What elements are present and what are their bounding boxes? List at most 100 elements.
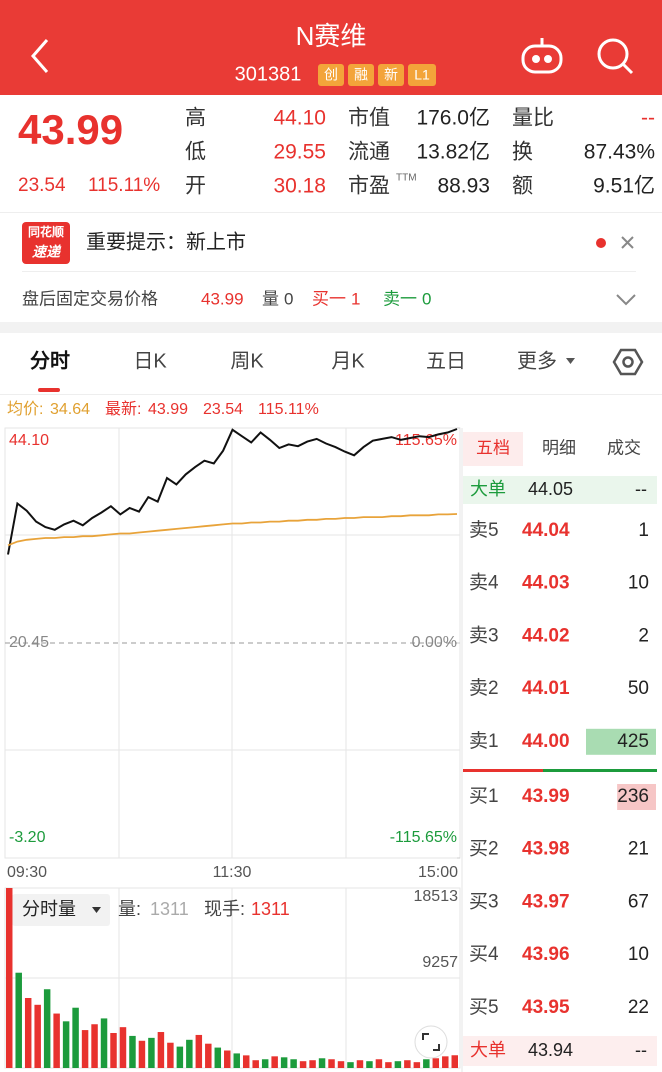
volume-selector[interactable] bbox=[12, 894, 110, 926]
book-label: 卖4 bbox=[469, 572, 499, 594]
stat-label: 市值 bbox=[348, 107, 390, 130]
stat-label: 量比 bbox=[512, 107, 554, 130]
notice-logo bbox=[22, 222, 70, 264]
y-tick-label: -3.20 bbox=[9, 829, 46, 846]
tab[interactable]: 更多 bbox=[517, 349, 557, 372]
divider bbox=[0, 394, 662, 395]
volume-bar bbox=[157, 1032, 165, 1068]
y-tick-label: 44.10 bbox=[9, 432, 49, 449]
volume-bar bbox=[34, 1004, 41, 1068]
book-price: 43.96 bbox=[522, 944, 570, 965]
volume-bar bbox=[356, 1060, 364, 1068]
volume-bar bbox=[119, 1027, 127, 1068]
book-volume: 10 bbox=[628, 573, 649, 594]
expand-button[interactable] bbox=[616, 294, 636, 306]
divider bbox=[0, 212, 662, 213]
book-volume: 1 bbox=[638, 520, 649, 541]
notice-text[interactable]: 重要提示：新上市 bbox=[86, 230, 246, 253]
tag-bg bbox=[318, 64, 344, 86]
volume-bar bbox=[195, 1034, 203, 1068]
book-volume: 425 bbox=[617, 731, 649, 752]
stat-value: 88.93 bbox=[437, 175, 490, 198]
x-tick-label: 11:30 bbox=[213, 864, 252, 881]
volume-bar bbox=[186, 1039, 193, 1068]
active-tab-bg bbox=[463, 432, 523, 466]
volume-bar bbox=[309, 1060, 316, 1068]
volume-bar bbox=[347, 1062, 354, 1068]
after-hours-item-value: 0 bbox=[422, 289, 431, 308]
tag-bg bbox=[378, 64, 404, 86]
big-order-volume: -- bbox=[635, 1040, 647, 1060]
volume-bar bbox=[423, 1059, 430, 1068]
after-hours-price: 43.99 bbox=[201, 289, 244, 308]
volume-bar bbox=[432, 1058, 440, 1068]
volume-bar bbox=[167, 1042, 174, 1068]
info-value: 43.99 bbox=[148, 401, 188, 418]
volume-info-value: 1311 bbox=[150, 899, 189, 919]
book-divider bbox=[543, 769, 657, 772]
fullscreen-button[interactable] bbox=[414, 1025, 448, 1059]
volume-bar bbox=[318, 1058, 326, 1068]
book-volume: 10 bbox=[628, 944, 649, 965]
volume-bar bbox=[404, 1060, 411, 1068]
title: N赛维 bbox=[296, 21, 367, 51]
volume-info-value: 1311 bbox=[251, 899, 290, 919]
tag: 新 bbox=[384, 67, 398, 83]
volume-bar bbox=[43, 989, 51, 1068]
x-tick-label: 15:00 bbox=[418, 864, 458, 881]
stat-label: 额 bbox=[512, 175, 533, 198]
tag: 创 bbox=[324, 67, 338, 83]
book-tab[interactable]: 明细 bbox=[542, 438, 576, 457]
volume-bar bbox=[366, 1061, 373, 1068]
tag-bg bbox=[348, 64, 374, 86]
info-label: 均价: bbox=[7, 400, 43, 418]
after-hours-item-value: 1 bbox=[351, 289, 360, 308]
volume-bar bbox=[271, 1056, 278, 1068]
stat-sup: TTM bbox=[396, 173, 417, 184]
volume-bar bbox=[280, 1057, 288, 1068]
tab[interactable]: 五日 bbox=[426, 350, 466, 372]
tab[interactable]: 周K bbox=[230, 350, 264, 372]
book-label: 买3 bbox=[469, 891, 499, 912]
dropdown-arrow bbox=[92, 907, 101, 913]
volume-bar bbox=[129, 1035, 136, 1068]
settings-icon[interactable] bbox=[612, 348, 644, 376]
volume-bar bbox=[252, 1060, 259, 1068]
close-button[interactable] bbox=[621, 236, 634, 249]
book-volume: 50 bbox=[628, 678, 649, 699]
volume-bar bbox=[15, 972, 22, 1068]
tab[interactable]: 月K bbox=[331, 350, 365, 372]
search-icon[interactable] bbox=[597, 38, 634, 75]
volume-bar bbox=[53, 1013, 60, 1068]
stat-label: 流通 bbox=[348, 141, 390, 164]
stat-value: 30.18 bbox=[273, 175, 326, 198]
price: 43.99 bbox=[18, 106, 123, 153]
volume-bar bbox=[299, 1061, 307, 1068]
book-label: 卖5 bbox=[469, 519, 499, 541]
after-hours-item-label: 卖一 bbox=[383, 289, 417, 308]
tab-indicator bbox=[38, 388, 60, 392]
book-price: 44.02 bbox=[522, 625, 570, 646]
volume-bar bbox=[394, 1061, 402, 1068]
change-pct: 115.11% bbox=[88, 175, 160, 196]
volume-bar bbox=[24, 997, 32, 1068]
tag-bg bbox=[408, 64, 436, 86]
y2-tick-label: 0.00% bbox=[412, 634, 457, 651]
volume-title: 分时量 bbox=[22, 899, 76, 919]
back-button[interactable] bbox=[31, 39, 49, 73]
separator bbox=[0, 322, 662, 333]
book-price: 43.98 bbox=[522, 839, 570, 860]
y2-tick-label: -115.65% bbox=[390, 829, 457, 846]
price-line bbox=[7, 428, 458, 555]
book-tab[interactable]: 成交 bbox=[607, 438, 641, 457]
tab[interactable]: 日K bbox=[133, 350, 167, 372]
tab[interactable]: 分时 bbox=[30, 349, 70, 372]
book-tab[interactable]: 五档 bbox=[476, 438, 510, 457]
after-hours-item-value: 0 bbox=[284, 289, 293, 308]
book-label: 卖3 bbox=[469, 624, 499, 646]
book-price: 43.95 bbox=[522, 997, 570, 1018]
change: 23.54 bbox=[18, 175, 66, 196]
volume-bar bbox=[385, 1062, 392, 1068]
robot-icon[interactable] bbox=[521, 38, 563, 74]
book-label: 买5 bbox=[469, 997, 499, 1018]
